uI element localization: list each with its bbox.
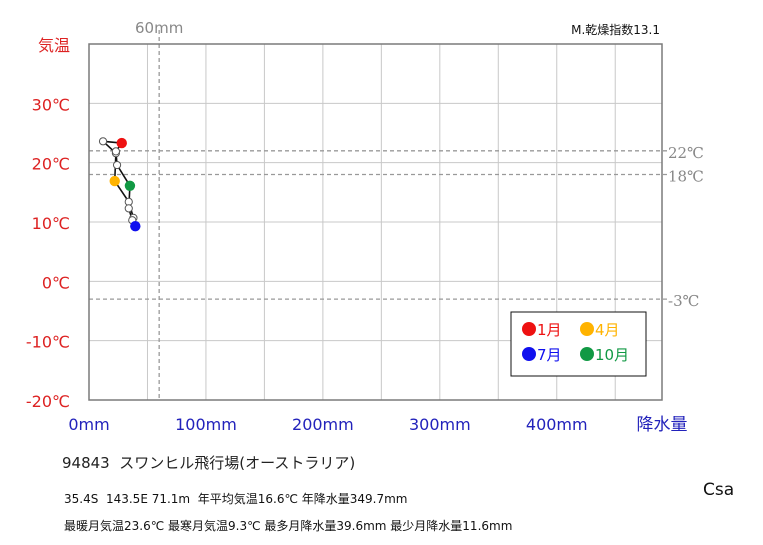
x-tick-label: 300mm bbox=[409, 415, 471, 434]
month-point-4 bbox=[109, 175, 120, 187]
legend-label-10: 10月 bbox=[595, 346, 629, 364]
month-point-12 bbox=[111, 147, 120, 156]
x-tick-label: 400mm bbox=[526, 415, 588, 434]
month-point-9 bbox=[124, 204, 133, 213]
x-tick-label: 100mm bbox=[175, 415, 237, 434]
month-point-1 bbox=[116, 137, 127, 149]
month-point-7 bbox=[130, 220, 141, 232]
plot-frame bbox=[88, 43, 663, 401]
ref-label-temp: 18℃ bbox=[668, 168, 704, 186]
station-stats-line1: 35.4S 143.5E 71.1m 年平均気温16.6℃ 年降水量349.7m… bbox=[64, 492, 408, 506]
ref-label-temp: 22℃ bbox=[668, 144, 704, 162]
legend-label-1: 1月 bbox=[537, 321, 562, 339]
y-tick-label: -10℃ bbox=[26, 333, 70, 352]
legend-marker-10 bbox=[580, 347, 594, 361]
y-tick-label: 20℃ bbox=[32, 155, 70, 174]
month-point-10 bbox=[124, 180, 136, 192]
x-tick-label: 200mm bbox=[292, 415, 354, 434]
y-tick-label: 30℃ bbox=[32, 95, 70, 114]
y-tick-label: 0℃ bbox=[42, 273, 70, 292]
climate-class-label: Csa bbox=[703, 480, 735, 500]
legend-marker-4 bbox=[580, 322, 594, 336]
y-tick-label: 10℃ bbox=[32, 214, 70, 233]
y-axis-title: 気温 bbox=[38, 36, 70, 55]
legend-marker-1 bbox=[522, 322, 536, 336]
legend-box bbox=[510, 311, 647, 377]
month-point-11 bbox=[112, 160, 122, 170]
x-tick-label: 0mm bbox=[68, 415, 109, 434]
station-stats-line2: 最暖月気温23.6℃ 最寒月気温9.3℃ 最多月降水量39.6mm 最少月降水量… bbox=[64, 519, 513, 533]
x-axis-title: 降水量 bbox=[637, 415, 688, 435]
y-tick-label: -20℃ bbox=[26, 392, 70, 411]
station-title: 94843 スワンヒル飛行場(オーストラリア) bbox=[62, 454, 356, 472]
ref-label-60mm: 60mm bbox=[135, 19, 183, 37]
legend-label-4: 4月 bbox=[595, 321, 620, 339]
ref-label-temp: -3℃ bbox=[668, 292, 699, 310]
legend-label-7: 7月 bbox=[537, 346, 562, 364]
aridity-index-label: M.乾燥指数13.1 bbox=[571, 22, 660, 37]
month-point-2 bbox=[98, 137, 108, 146]
legend-marker-7 bbox=[522, 347, 536, 361]
